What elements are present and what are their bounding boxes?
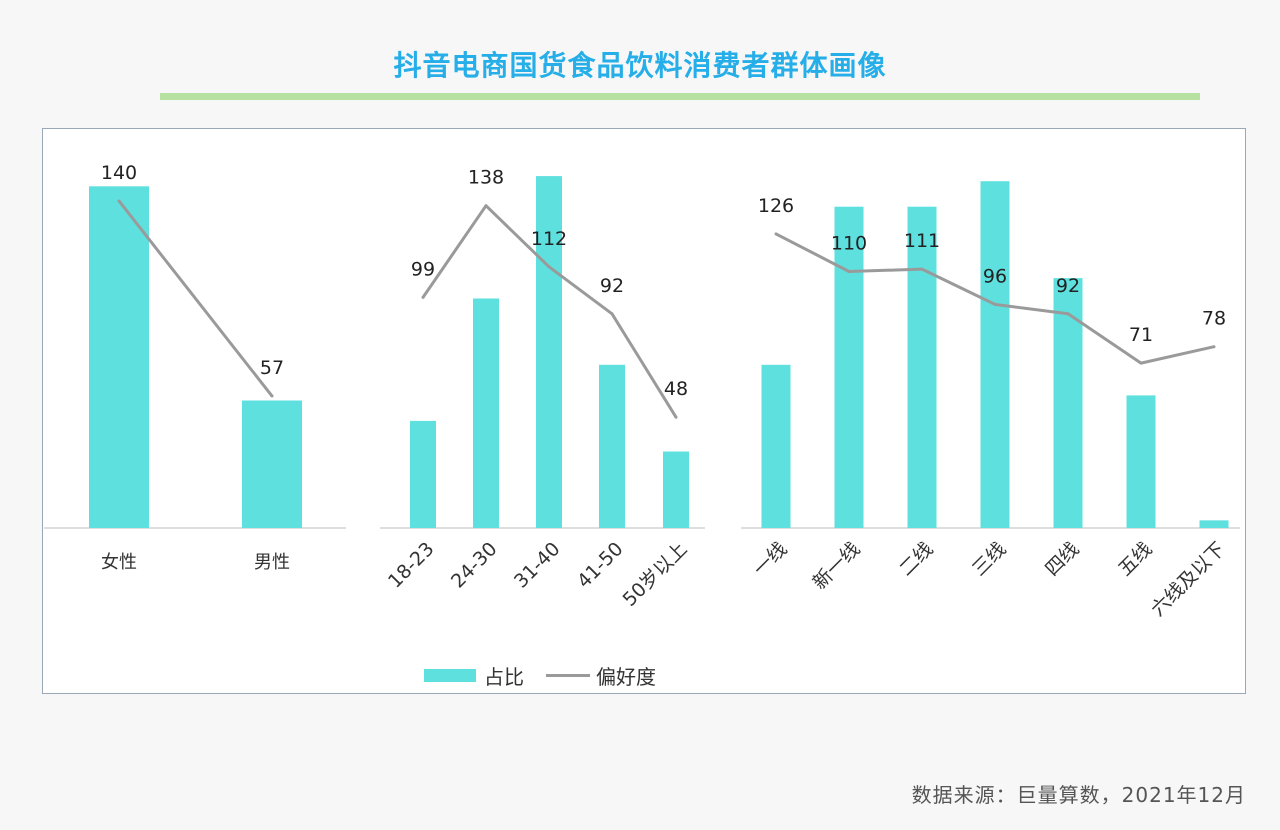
point-preference-一线 bbox=[774, 232, 778, 236]
x-tick-label: 新一线 bbox=[809, 538, 865, 594]
chart-title: 抖音电商国货食品饮料消费者群体画像 bbox=[393, 49, 887, 82]
data-label-preference: 78 bbox=[1202, 308, 1226, 330]
data-label-preference: 92 bbox=[600, 275, 624, 297]
bar-share-新一线 bbox=[834, 206, 864, 528]
point-preference-50岁以上 bbox=[674, 415, 678, 419]
bar-share-24-30 bbox=[473, 298, 499, 528]
point-preference-男性 bbox=[270, 394, 274, 398]
bar-share-31-40 bbox=[536, 176, 562, 528]
data-label-preference: 92 bbox=[1056, 275, 1080, 297]
point-preference-18-23 bbox=[421, 295, 425, 299]
data-label-preference: 112 bbox=[531, 228, 567, 250]
point-preference-女性 bbox=[117, 199, 121, 203]
x-tick-label: 三线 bbox=[968, 538, 1010, 580]
legend-line-label: 偏好度 bbox=[596, 664, 656, 689]
x-tick-label: 男性 bbox=[254, 552, 290, 573]
point-preference-六线及以下 bbox=[1212, 345, 1216, 349]
data-label-preference: 126 bbox=[758, 195, 794, 217]
bar-share-50岁以上 bbox=[663, 451, 689, 528]
bar-share-二线 bbox=[907, 206, 937, 528]
chart-legend: 占比 偏好度 bbox=[424, 662, 656, 689]
legend-bar-swatch bbox=[424, 668, 476, 682]
data-label-preference: 99 bbox=[411, 258, 435, 280]
bar-share-18-23 bbox=[410, 420, 436, 528]
bar-share-41-50 bbox=[599, 364, 625, 528]
data-label-preference: 138 bbox=[468, 167, 504, 189]
bar-share-男性 bbox=[242, 400, 302, 528]
x-tick-label: 六线及以下 bbox=[1147, 538, 1230, 621]
data-label-preference: 110 bbox=[831, 233, 867, 255]
data-label-preference: 140 bbox=[101, 162, 137, 184]
x-tick-label: 四线 bbox=[1041, 538, 1083, 580]
legend-bar-label: 占比 bbox=[484, 664, 524, 689]
x-tick-label: 41-50 bbox=[573, 538, 628, 593]
point-preference-新一线 bbox=[847, 270, 851, 273]
bar-share-女性 bbox=[89, 186, 149, 529]
point-preference-24-30 bbox=[484, 204, 488, 208]
point-preference-四线 bbox=[1066, 312, 1070, 316]
data-label-preference: 57 bbox=[260, 357, 284, 379]
bar-share-六线及以下 bbox=[1199, 520, 1229, 528]
x-tick-label: 24-30 bbox=[447, 538, 502, 593]
x-tick-label: 一线 bbox=[749, 538, 791, 580]
point-preference-三线 bbox=[993, 302, 997, 306]
x-tick-label: 二线 bbox=[895, 538, 937, 580]
data-source-note: 数据来源：巨量算数，2021年12月 bbox=[911, 783, 1246, 807]
point-preference-41-50 bbox=[610, 312, 614, 316]
point-preference-二线 bbox=[920, 267, 924, 271]
bar-share-五线 bbox=[1126, 395, 1156, 528]
point-preference-五线 bbox=[1139, 361, 1143, 365]
data-label-preference: 111 bbox=[904, 230, 940, 252]
x-tick-label: 50岁以上 bbox=[619, 538, 692, 611]
title-underline bbox=[160, 93, 1200, 100]
data-label-preference: 71 bbox=[1129, 324, 1153, 346]
bar-share-一线 bbox=[761, 364, 791, 528]
x-tick-label: 五线 bbox=[1114, 538, 1156, 580]
bar-share-三线 bbox=[980, 181, 1010, 528]
data-label-preference: 96 bbox=[983, 265, 1007, 287]
data-label-preference: 48 bbox=[664, 378, 688, 400]
x-tick-label: 女性 bbox=[101, 552, 137, 573]
legend-line-swatch bbox=[546, 673, 590, 677]
x-tick-label: 18-23 bbox=[384, 538, 439, 593]
point-preference-31-40 bbox=[547, 265, 551, 269]
line-preference bbox=[117, 200, 274, 397]
x-tick-label: 31-40 bbox=[510, 538, 565, 593]
